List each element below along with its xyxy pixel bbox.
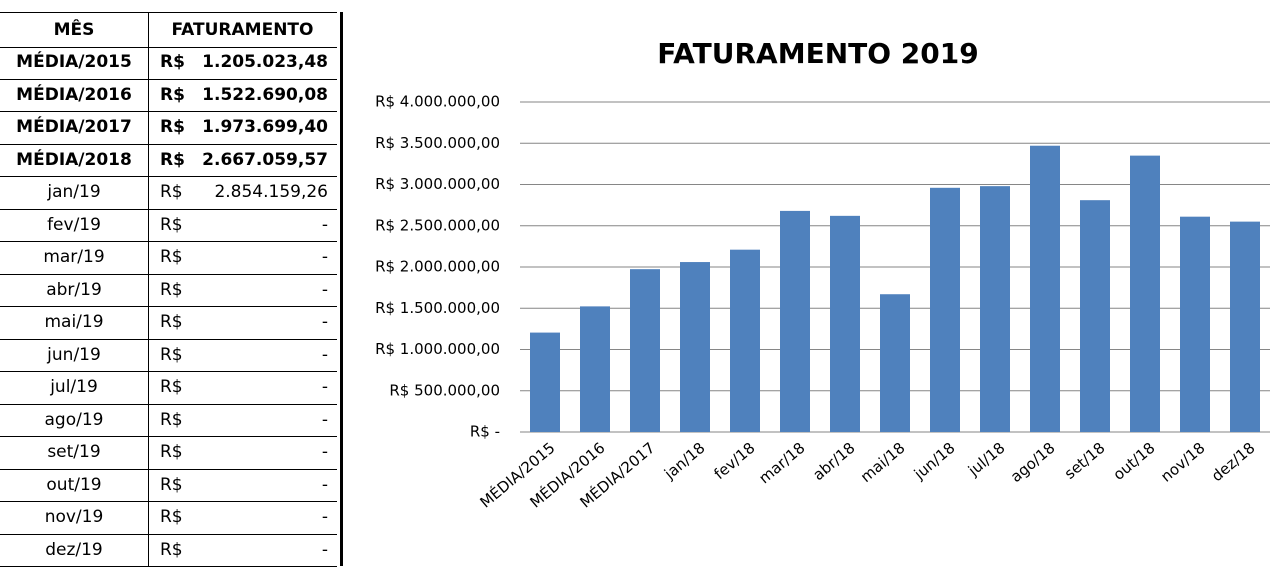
y-tick-label: R$ 1.500.000,00	[375, 299, 500, 317]
y-tick-label: R$ 4.000.000,00	[375, 93, 500, 111]
chart-title: FATURAMENTO 2019	[657, 37, 978, 70]
bar	[1230, 222, 1260, 432]
x-tick-label: mar/18	[755, 439, 808, 488]
x-tick-label: dez/18	[1208, 439, 1258, 485]
x-tick-label: ago/18	[1007, 439, 1058, 486]
x-tick-label: out/18	[1110, 439, 1159, 484]
bar	[630, 269, 660, 432]
bar	[980, 186, 1010, 432]
bar	[1180, 217, 1210, 432]
bar	[880, 294, 910, 432]
x-tick-label: set/18	[1061, 439, 1109, 483]
bar	[730, 250, 760, 432]
bar	[930, 188, 960, 432]
bar	[830, 216, 860, 432]
y-tick-label: R$ 500.000,00	[389, 381, 500, 399]
y-tick-label: R$ 2.000.000,00	[375, 258, 500, 276]
bar	[1030, 146, 1060, 432]
y-tick-label: R$ -	[470, 423, 500, 441]
x-tick-label: jul/18	[964, 439, 1008, 480]
bar	[1080, 200, 1110, 432]
bar	[680, 262, 710, 432]
y-tick-label: R$ 3.000.000,00	[375, 175, 500, 193]
y-tick-label: R$ 1.000.000,00	[375, 340, 500, 358]
bar	[1130, 156, 1160, 432]
x-tick-label: nov/18	[1157, 439, 1208, 486]
x-tick-label: jun/18	[910, 439, 959, 484]
y-tick-label: R$ 3.500.000,00	[375, 134, 500, 152]
y-tick-label: R$ 2.500.000,00	[375, 216, 500, 234]
x-tick-label: abr/18	[809, 439, 858, 484]
x-tick-label: mai/18	[857, 439, 909, 486]
x-tick-label: jan/18	[660, 439, 708, 484]
x-tick-label: fev/18	[710, 439, 758, 483]
bar	[780, 211, 810, 432]
bar	[530, 333, 560, 432]
bar	[580, 306, 610, 432]
